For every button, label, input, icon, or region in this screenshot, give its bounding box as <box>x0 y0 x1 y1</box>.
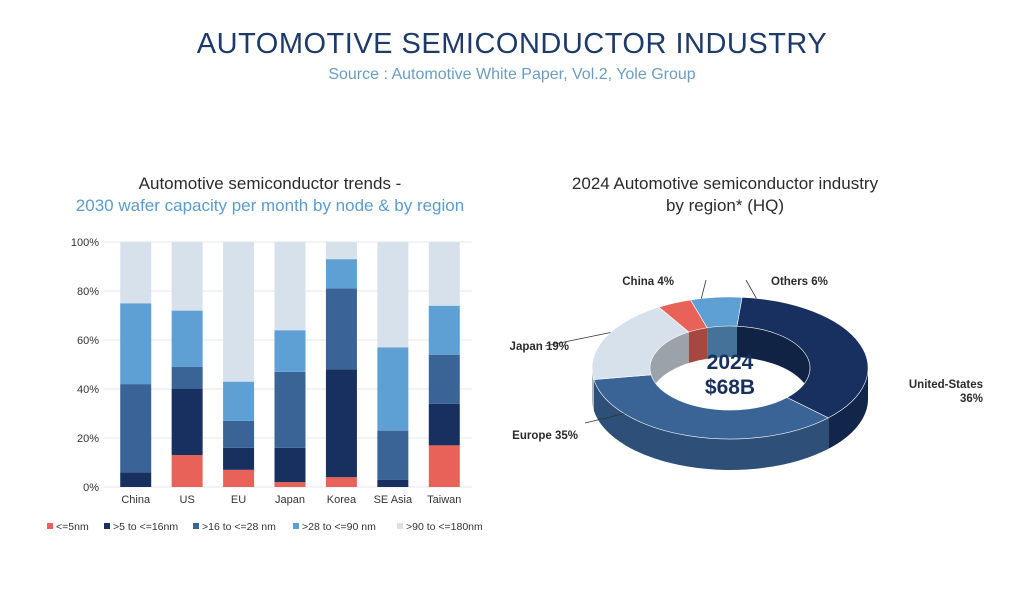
donut-label: China 4% <box>622 276 674 288</box>
stacked-bar-chart: 0% 20% 40% 60% 80% 100% China US EU Japan Korea SE … <box>47 237 483 533</box>
legend-swatch <box>47 523 53 529</box>
donut-center-value: $68B <box>705 376 755 399</box>
x-tick-label: SE Asia <box>374 494 413 506</box>
donut-body <box>591 296 869 470</box>
bar-chart-title: Automotive semiconductor trends - <box>138 174 402 193</box>
leader-line <box>700 279 707 299</box>
page-subtitle: Source : Automotive White Paper, Vol.2, … <box>328 66 696 83</box>
legend-label: <=5nm <box>56 521 89 533</box>
donut-outer-wall <box>828 368 868 449</box>
y-tick-label: 0% <box>83 482 99 494</box>
legend-label: >16 to <=28 nm <box>202 521 276 533</box>
x-tick-label: Korea <box>327 494 357 506</box>
bar-segment <box>325 242 357 260</box>
donut-outer-wall <box>593 379 829 470</box>
x-tick-label: China <box>121 494 151 506</box>
legend-label: >5 to <=16nm <box>113 521 178 533</box>
leader-line <box>544 332 611 347</box>
donut-chart: 2024$68B United-States 36% Europe 35% Japan … <box>510 276 983 470</box>
bar-segment <box>377 242 409 348</box>
bar-segment <box>325 369 357 478</box>
y-tick-label: 60% <box>77 335 99 347</box>
bar-segment <box>428 305 460 355</box>
x-tick-label: EU <box>231 494 246 506</box>
donut-label-value: 36% <box>960 393 983 405</box>
bar-segment <box>223 447 255 470</box>
bar-segment <box>428 403 460 446</box>
bar-segment <box>274 371 306 448</box>
bar-segment <box>223 242 255 382</box>
y-tick-label: 20% <box>77 433 99 445</box>
legend-swatch <box>397 523 403 529</box>
donut-inner-wall <box>688 327 708 363</box>
leader-line <box>745 279 757 299</box>
donut-slice-united-states <box>736 296 869 419</box>
donut-label: Japan 19% <box>510 341 569 353</box>
donut-label: Europe 35% <box>512 430 578 442</box>
bar-segment <box>120 384 152 473</box>
bar-segment <box>171 310 203 367</box>
bar-segment <box>171 242 203 311</box>
y-tick-label: 80% <box>77 286 99 298</box>
donut-slice-others <box>690 296 743 329</box>
bar-segment <box>171 366 203 389</box>
donut-center-year: 2024 <box>707 351 754 374</box>
legend-swatch <box>293 523 299 529</box>
donut-chart-title-line2: by region* (HQ) <box>665 196 785 215</box>
donut-label: United-States <box>909 379 983 391</box>
bar-segment <box>171 455 203 487</box>
leader-line <box>584 413 625 424</box>
bar-segment <box>428 445 460 487</box>
bar-segment <box>120 303 152 385</box>
y-tick-label: 40% <box>77 384 99 396</box>
x-tick-label: Japan <box>275 494 305 506</box>
donut-inner-wall <box>707 326 737 359</box>
donut-label: Others 6% <box>771 276 828 288</box>
legend-swatch <box>104 523 110 529</box>
bar-segment <box>120 472 152 487</box>
bar-segment <box>274 447 306 483</box>
x-tick-label: US <box>180 494 195 506</box>
bar-segment <box>223 381 255 421</box>
bar-segment <box>120 242 152 304</box>
bar-segment <box>223 420 255 448</box>
bar-segment <box>377 347 409 431</box>
bar-segment <box>325 477 357 487</box>
legend-label: >90 to <=180nm <box>406 521 483 533</box>
donut-inner-wall <box>736 326 810 399</box>
bar-segment <box>223 469 255 487</box>
x-tick-label: Taiwan <box>427 494 461 506</box>
y-tick-label: 100% <box>71 237 99 249</box>
bar-segment <box>274 242 306 331</box>
bar-segment <box>274 482 306 487</box>
bar-segment <box>428 354 460 404</box>
bar-segment <box>377 430 409 480</box>
bar-segment <box>171 389 203 456</box>
legend-label: >28 to <=90 nm <box>302 521 376 533</box>
donut-chart-title: 2024 Automotive semiconductor industry <box>571 174 879 193</box>
donut-inner-wall <box>650 331 689 399</box>
bar-segment <box>325 288 357 370</box>
bar-segment <box>325 259 357 289</box>
bar-segment <box>274 330 306 372</box>
donut-slice-europe <box>593 374 829 440</box>
legend-swatch <box>193 523 199 529</box>
page-title: AUTOMOTIVE SEMICONDUCTOR INDUSTRY <box>196 28 828 60</box>
bar-chart-subtitle: 2030 wafer capacity per month by node & … <box>75 196 465 215</box>
bar-segment <box>428 242 460 306</box>
bar-segment <box>377 479 409 487</box>
